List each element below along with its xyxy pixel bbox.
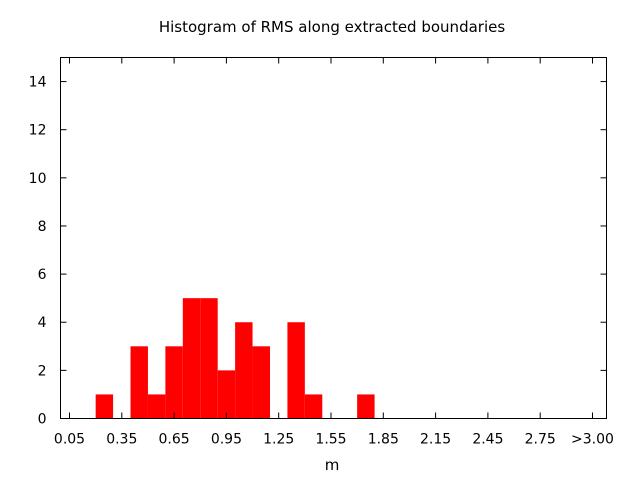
y-tick-label: 0	[38, 412, 47, 428]
histogram-bar	[130, 346, 148, 419]
histogram-bar	[217, 370, 236, 419]
histogram-bar	[252, 346, 270, 419]
y-tick-label: 2	[38, 363, 47, 379]
bars-group	[95, 298, 375, 419]
histogram-bar	[182, 298, 201, 419]
x-tick-label: 2.75	[525, 432, 556, 448]
y-tick-label: 10	[29, 171, 47, 187]
y-tick-label: 6	[38, 267, 47, 283]
x-tick-label: 1.25	[263, 432, 294, 448]
y-axis: 0 2 4 6 8 10 12 14	[29, 75, 607, 428]
histogram-bar	[235, 322, 253, 419]
x-tick-label: 1.55	[315, 432, 346, 448]
histogram-bar	[287, 322, 305, 419]
histogram-bar	[95, 394, 114, 419]
x-tick-label: 0.65	[159, 432, 190, 448]
x-tick-label: >3.00	[571, 432, 614, 448]
histogram-bar	[165, 346, 183, 419]
x-tick-label: 0.35	[106, 432, 137, 448]
plot-frame	[60, 57, 607, 419]
x-tick-label: 2.15	[420, 432, 451, 448]
y-tick-label: 12	[29, 123, 47, 139]
histogram-bar	[200, 298, 218, 419]
histogram-bar	[304, 394, 323, 419]
chart-title: Histogram of RMS along extracted boundar…	[159, 18, 506, 36]
y-tick-label: 8	[38, 219, 47, 235]
x-tick-label: 1.85	[368, 432, 399, 448]
x-tick-label: 2.45	[472, 432, 503, 448]
histogram-bar	[357, 394, 375, 419]
y-tick-label: 14	[29, 75, 47, 91]
x-tick-label: 0.95	[211, 432, 242, 448]
x-axis: 0.05 0.35 0.65 0.95 1.25 1.55 1.85 2.15 2.45 2.75…	[54, 57, 614, 448]
y-tick-label: 4	[38, 315, 47, 331]
x-axis-label: m	[325, 456, 340, 474]
x-tick-label: 0.05	[54, 432, 85, 448]
histogram-bar	[147, 394, 166, 419]
